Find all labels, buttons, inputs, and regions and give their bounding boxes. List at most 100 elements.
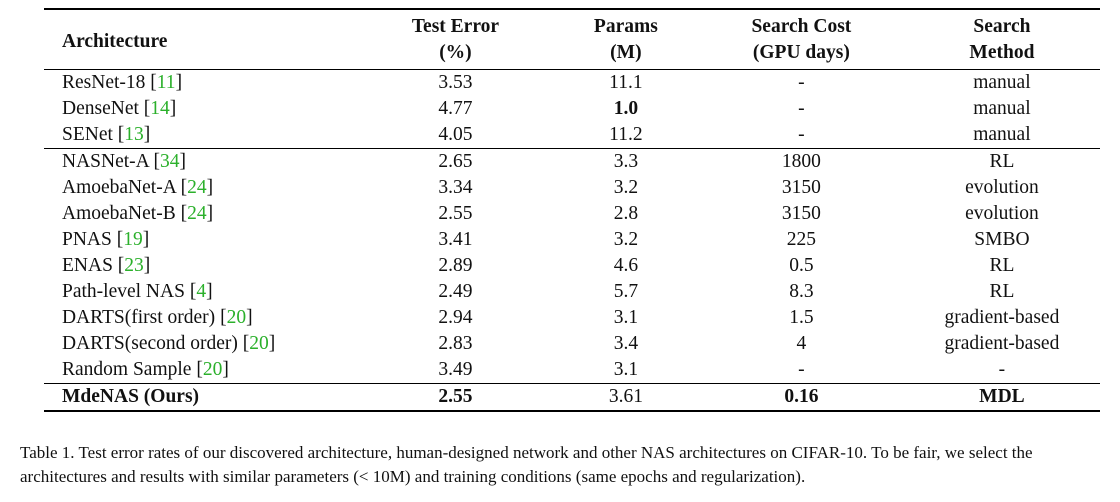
architecture-cell: Random Sample [20]	[62, 359, 229, 380]
params-cell: 11.2	[609, 124, 643, 145]
architecture-cell: PNAS [19]	[62, 229, 150, 250]
params-cell: 3.3	[552, 148, 699, 175]
architecture-cell: DenseNet [14]	[62, 98, 177, 119]
params-cell: 3.1	[613, 359, 639, 380]
test-error-cell: 2.55	[438, 203, 473, 224]
search-cost-cell: -	[698, 69, 904, 96]
search-cost-cell: 3150	[781, 177, 821, 198]
architecture-cell: ResNet-18 [11]	[44, 69, 359, 96]
test-error-cell: 4.77	[438, 98, 473, 119]
architecture-name: DenseNet	[62, 98, 139, 119]
test-error-cell: 2.49	[438, 281, 473, 302]
params-cell: 3.2	[613, 177, 639, 198]
search-cost-cell: 4	[796, 333, 807, 354]
table-body: ResNet-18 [11] 3.53 11.1- manual DenseNet [1…	[44, 69, 1100, 412]
architecture-cell: NASNet-A [34]	[44, 148, 359, 175]
params-cell: 3.2	[613, 229, 639, 250]
search-method-cell: evolution	[965, 177, 1039, 198]
header-test-error-unit: (%)	[439, 42, 472, 63]
header-search-cost-unit: (GPU days)	[752, 42, 850, 63]
header-test-error: Test Error	[411, 16, 500, 37]
header-search-method-line2: Method	[969, 42, 1035, 63]
citation-link[interactable]: 13	[124, 124, 144, 145]
test-error-cell: 2.94	[438, 307, 473, 328]
search-cost-cell: 3150	[781, 203, 821, 224]
search-method-cell: gradient-based	[944, 307, 1060, 328]
citation-link[interactable]: 19	[123, 229, 143, 250]
table-caption: Table 1. Test error rates of our discove…	[20, 443, 1033, 486]
architecture-cell: DARTS(second order) [20]	[62, 333, 276, 354]
table-row: Random Sample [20] 3.49 3.1 - -	[44, 357, 1100, 384]
citation-link[interactable]: 24	[187, 203, 207, 224]
search-method-cell: RL	[989, 281, 1015, 302]
params-cell: 5.7	[613, 281, 639, 302]
params-cell: 11.1	[552, 69, 699, 96]
search-method-cell: manual	[973, 124, 1031, 145]
search-cost-cell: 8.3	[789, 281, 814, 302]
architecture-name: ResNet-18	[62, 72, 146, 93]
test-error-cell: 4.05	[438, 124, 473, 145]
test-error-cell: 2.83	[438, 333, 473, 354]
architecture-name: PNAS	[62, 229, 112, 250]
citation-link[interactable]: 11	[156, 72, 176, 93]
search-cost-cell: 1.5	[789, 307, 814, 328]
test-error-cell: 3.41	[438, 229, 473, 250]
ours-architecture: MdeNAS (Ours)	[44, 383, 359, 412]
table-row: ResNet-18 [11] 3.53 11.1- manual	[44, 69, 1100, 96]
results-table: Architecture Test Error Params Search Co…	[44, 8, 1100, 412]
header-architecture: Architecture	[62, 30, 168, 52]
params-cell: 1.0	[613, 98, 639, 119]
architecture-name: SENet	[62, 124, 113, 145]
citation-link[interactable]: 20	[226, 307, 247, 328]
architecture-name: AmoebaNet-B	[62, 203, 176, 224]
test-error-cell: 3.49	[438, 359, 473, 380]
architecture-name: NASNet-A	[62, 151, 149, 172]
table-row: ENAS [23] 2.89 4.6 0.5 RL	[44, 253, 1100, 279]
citation-link[interactable]: 20	[202, 359, 223, 380]
params-cell: 2.8	[613, 203, 639, 224]
test-error-cell: 2.89	[438, 255, 473, 276]
test-error-cell: 3.34	[438, 177, 473, 198]
search-cost-cell: 1800	[698, 148, 904, 175]
header-search-cost: Search Cost	[751, 16, 852, 37]
citation-link[interactable]: 34	[160, 151, 180, 172]
citation-link[interactable]: 24	[187, 177, 207, 198]
table-row: AmoebaNet-A [24] 3.34 3.2 3150 evolution	[44, 175, 1100, 201]
search-method-cell: manual	[973, 98, 1031, 119]
citation-link[interactable]: 14	[150, 98, 170, 119]
architecture-name: DARTS(first order)	[62, 307, 216, 328]
search-cost-cell: 0.5	[789, 255, 814, 276]
citation-link[interactable]: 4	[196, 281, 207, 302]
search-cost-cell: -	[798, 98, 805, 119]
table-row: AmoebaNet-B [24] 2.55 2.8 3150 evolution	[44, 201, 1100, 227]
table-row: DARTS(first order) [20] 2.94 3.1 1.5 gradien…	[44, 305, 1100, 331]
citation-link[interactable]: 23	[124, 255, 144, 276]
table-row: SENet [13] 4.05 11.2 - manual	[44, 122, 1100, 149]
architecture-name: ENAS	[62, 255, 113, 276]
ours-search-cost: 0.16	[698, 383, 904, 412]
params-cell: 3.1	[613, 307, 639, 328]
architecture-name: Path-level NAS	[62, 281, 185, 302]
table-row: DARTS(second order) [20] 2.83 3.4 4 gradient…	[44, 331, 1100, 357]
search-method-cell: -	[998, 359, 1006, 380]
header-params: Params	[593, 16, 658, 37]
table-row: Path-level NAS [4] 2.49 5.7 8.3 RL	[44, 279, 1100, 305]
architecture-cell: AmoebaNet-B [24]	[62, 203, 214, 224]
search-method-cell: evolution	[965, 203, 1039, 224]
search-method-cell: RL	[989, 255, 1015, 276]
params-cell: 3.4	[613, 333, 639, 354]
architecture-name: Random Sample	[62, 359, 192, 380]
table-row: PNAS [19] 3.41 3.2 225 SMBO	[44, 227, 1100, 253]
search-cost-cell: -	[798, 124, 805, 145]
ours-test-error: 2.55	[358, 383, 553, 412]
ours-search-method: MDL	[903, 383, 1100, 412]
header-search-method: Search	[973, 16, 1031, 37]
table-row: NASNet-A [34] 2.65 3.3 1800 RL	[44, 148, 1100, 175]
architecture-name: AmoebaNet-A	[62, 177, 176, 198]
architecture-cell: Path-level NAS [4]	[62, 281, 213, 302]
params-cell: 4.6	[613, 255, 639, 276]
ours-row: MdeNAS (Ours) 2.55 3.61 0.16 MDL	[44, 383, 1100, 412]
citation-link[interactable]: 20	[249, 333, 269, 354]
architecture-cell: AmoebaNet-A [24]	[62, 177, 214, 198]
